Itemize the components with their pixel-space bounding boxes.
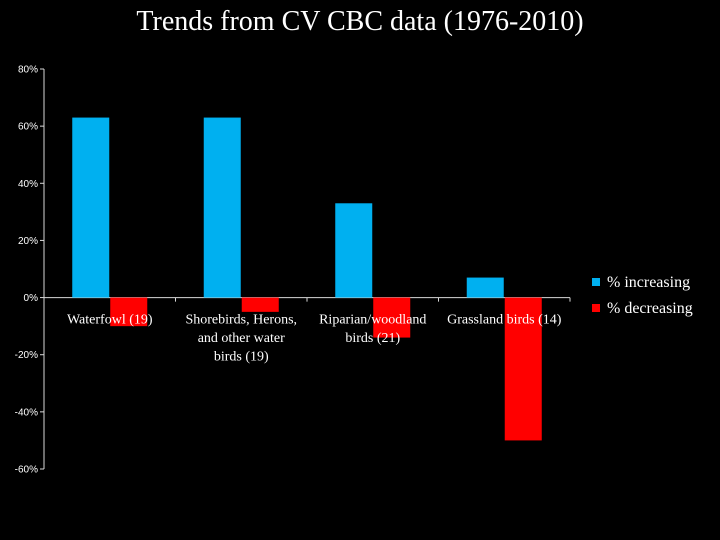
legend: % increasing % decreasing xyxy=(592,274,693,317)
legend-swatch xyxy=(592,304,600,312)
legend-label: % increasing xyxy=(607,274,690,291)
y-tick-label: -60% xyxy=(15,465,38,476)
y-tick-label: 60% xyxy=(18,122,38,133)
y-tick-label: 40% xyxy=(18,179,38,190)
category-label: Grassland birds (14) xyxy=(447,313,562,328)
category-label: Riparian/woodland xyxy=(319,313,426,328)
category-label: birds (21) xyxy=(345,331,400,346)
y-tick-label: 80% xyxy=(18,65,38,76)
bar-increasing xyxy=(335,203,373,298)
category-labels: Waterfowl (19) Shorebirds, Herons, and oth… xyxy=(67,313,562,365)
bar-decreasing xyxy=(504,297,542,441)
bar-increasing xyxy=(466,277,504,298)
bar-decreasing xyxy=(373,297,411,338)
bars xyxy=(72,117,542,441)
y-tick-label: 20% xyxy=(18,236,38,247)
legend-swatch xyxy=(592,278,600,286)
category-label: birds (19) xyxy=(214,350,269,365)
bar-decreasing xyxy=(241,297,279,312)
category-label: Shorebirds, Herons, xyxy=(185,313,297,328)
bar-decreasing xyxy=(110,297,148,327)
y-tick-label: -40% xyxy=(15,407,38,418)
legend-label: % decreasing xyxy=(607,300,693,317)
y-tick-label: 0% xyxy=(24,293,39,304)
chart-title: Trends from CV CBC data (1976-2010) xyxy=(136,6,584,37)
category-label: Waterfowl (19) xyxy=(67,313,153,328)
bar-increasing xyxy=(72,117,110,298)
y-tick-label: -20% xyxy=(15,350,38,361)
category-label: and other water xyxy=(198,331,285,346)
bar-increasing xyxy=(203,117,241,298)
